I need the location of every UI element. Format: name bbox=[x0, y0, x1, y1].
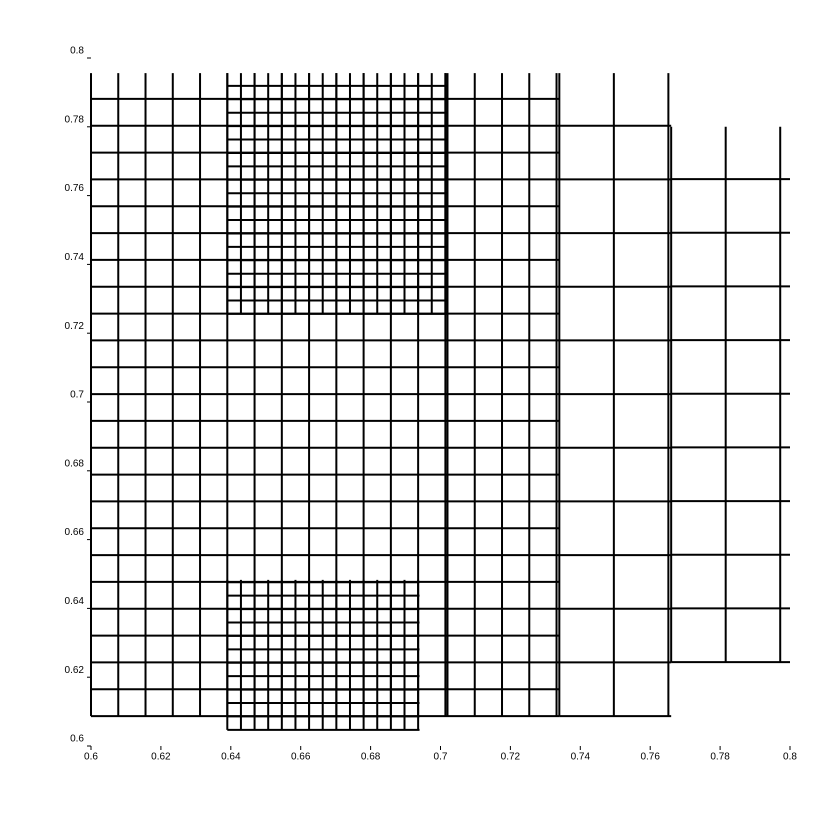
y-tick-label: 0.66 bbox=[65, 527, 85, 538]
x-tick-label: 0.78 bbox=[710, 752, 730, 763]
y-tick-label: 0.74 bbox=[65, 252, 85, 263]
x-tick-label: 0.7 bbox=[434, 752, 448, 763]
y-tick-label: 0.68 bbox=[65, 458, 85, 469]
y-tick-label: 0.64 bbox=[65, 596, 85, 607]
x-tick-label: 0.6 bbox=[84, 752, 98, 763]
x-tick-label: 0.74 bbox=[571, 752, 591, 763]
x-tick-label: 0.64 bbox=[221, 752, 241, 763]
y-tick-label: 0.62 bbox=[65, 665, 85, 676]
x-tick-label: 0.76 bbox=[640, 752, 660, 763]
y-tick-label: 0.76 bbox=[65, 183, 85, 194]
x-tick-label: 0.62 bbox=[151, 752, 171, 763]
x-tick-label: 0.66 bbox=[291, 752, 311, 763]
y-tick-label: 0.8 bbox=[70, 46, 84, 57]
y-tick-label: 0.78 bbox=[65, 114, 85, 125]
y-tick-label: 0.7 bbox=[70, 390, 84, 401]
x-tick-label: 0.68 bbox=[361, 752, 381, 763]
y-tick-label: 0.72 bbox=[65, 321, 85, 332]
x-tick-label: 0.8 bbox=[783, 752, 797, 763]
x-tick-label: 0.72 bbox=[501, 752, 521, 763]
y-tick-label: 0.6 bbox=[70, 734, 84, 745]
